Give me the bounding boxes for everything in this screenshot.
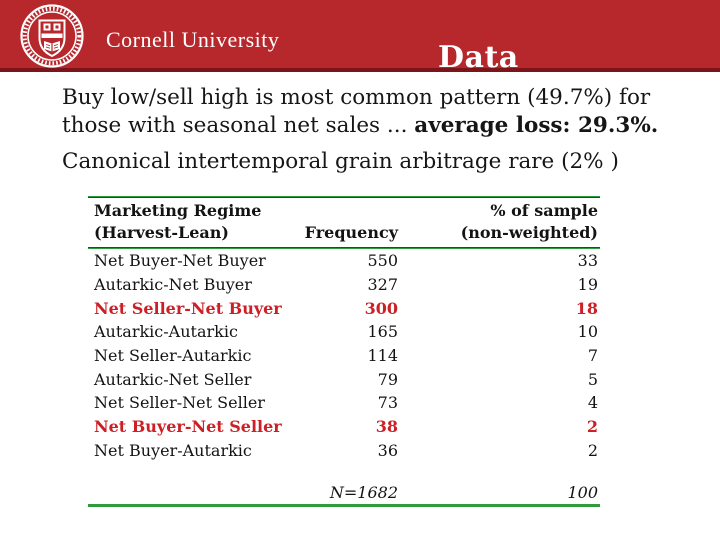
table-row: Net Buyer-Net Buyer 550 33 bbox=[88, 249, 600, 273]
table-row: Autarkic-Autarkic 165 10 bbox=[88, 320, 600, 344]
cell-frequency: 36 bbox=[377, 440, 398, 460]
body-paragraph-1: Buy low/sell high is most common pattern… bbox=[62, 84, 712, 140]
university-wordmark: Cornell University bbox=[106, 27, 280, 52]
cell-regime: Net Buyer-Autarkic bbox=[94, 440, 252, 460]
table-bottom-rule bbox=[88, 504, 600, 507]
cell-frequency: 114 bbox=[367, 346, 398, 366]
cell-pct: 4 bbox=[587, 393, 598, 413]
body-paragraph-2: Canonical intertemporal grain arbitrage … bbox=[62, 149, 619, 174]
slide-title: Data bbox=[438, 40, 519, 76]
cell-pct: 2 bbox=[586, 417, 598, 437]
table-row: Autarkic-Net Buyer 327 19 bbox=[88, 273, 600, 297]
cell-pct: 2 bbox=[587, 440, 598, 460]
table-top-rule bbox=[88, 196, 600, 198]
cell-frequency: 550 bbox=[367, 251, 398, 271]
table-footer-row: N=1682 100 bbox=[88, 481, 600, 504]
cell-pct: 10 bbox=[577, 322, 598, 342]
table-header-rule bbox=[88, 247, 600, 249]
cell-regime: Net Seller-Autarkic bbox=[94, 346, 252, 366]
cell-regime: Net Seller-Net Buyer bbox=[94, 298, 282, 318]
slide-body: Buy low/sell high is most common pattern… bbox=[62, 84, 712, 176]
table-body: Net Buyer-Net Buyer 550 33 Autarkic-Net … bbox=[88, 249, 600, 462]
table-row: Net Buyer-Net Seller 38 2 bbox=[88, 415, 600, 439]
paragraph1-bold-highlight: average loss: 29.3%. bbox=[414, 113, 659, 138]
table-row: Net Seller-Net Seller 73 4 bbox=[88, 391, 600, 415]
cell-regime: Autarkic-Net Seller bbox=[94, 369, 252, 389]
table-row: Autarkic-Net Seller 79 5 bbox=[88, 367, 600, 391]
cell-pct: 5 bbox=[587, 369, 598, 389]
table-row: Net Seller-Net Buyer 300 18 bbox=[88, 296, 600, 320]
cell-frequency: 300 bbox=[364, 298, 398, 318]
paragraph1-line2: those with seasonal net sales ... bbox=[62, 113, 415, 138]
table-row: Net Seller-Autarkic 114 7 bbox=[88, 344, 600, 368]
cell-regime: Net Seller-Net Seller bbox=[94, 393, 265, 413]
cell-frequency: 38 bbox=[375, 417, 398, 437]
cell-frequency: 79 bbox=[377, 369, 398, 389]
cell-regime: Autarkic-Net Buyer bbox=[94, 275, 252, 295]
cell-frequency: 165 bbox=[367, 322, 398, 342]
cornell-seal-icon bbox=[20, 4, 84, 68]
cell-regime: Net Buyer-Net Seller bbox=[94, 417, 282, 437]
marketing-regime-table: Marketing Regime (Harvest-Lean) Frequency… bbox=[88, 196, 600, 507]
header-banner: Cornell University Data bbox=[0, 0, 720, 76]
table-total-n: N=1682 bbox=[329, 483, 398, 503]
cell-frequency: 327 bbox=[367, 275, 398, 295]
table-header-row: Marketing Regime (Harvest-Lean) Frequency… bbox=[88, 198, 600, 247]
cell-regime: Autarkic-Autarkic bbox=[94, 322, 238, 342]
cell-pct: 33 bbox=[577, 251, 598, 271]
cell-pct: 19 bbox=[577, 275, 598, 295]
table-total-pct: 100 bbox=[567, 483, 598, 503]
table-row: Net Buyer-Autarkic 36 2 bbox=[88, 439, 600, 463]
cell-regime: Net Buyer-Net Buyer bbox=[94, 251, 266, 271]
column-header-frequency: Frequency bbox=[304, 223, 398, 242]
column-header-regime: Marketing Regime (Harvest-Lean) bbox=[94, 201, 262, 242]
column-header-pct-sample: % of sample (non-weighted) bbox=[460, 201, 598, 242]
cell-pct: 18 bbox=[575, 298, 598, 318]
paragraph1-line1: Buy low/sell high is most common pattern… bbox=[62, 85, 651, 110]
cell-pct: 7 bbox=[587, 346, 598, 366]
cell-frequency: 73 bbox=[377, 393, 398, 413]
